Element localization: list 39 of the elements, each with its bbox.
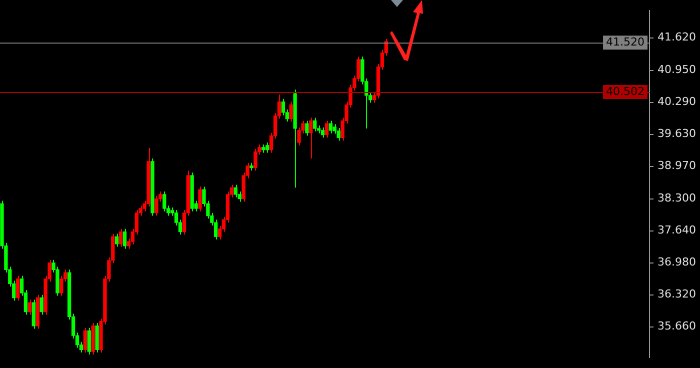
y-tick-label: 41.620	[658, 30, 696, 44]
y-tick-label: 38.970	[658, 159, 696, 172]
candlestick	[254, 148, 258, 172]
candlestick	[336, 127, 340, 142]
candlestick	[28, 299, 32, 316]
candlestick	[16, 275, 20, 302]
candlestick	[162, 191, 166, 212]
y-tick-label: 40.950	[658, 63, 696, 76]
candlestick	[281, 98, 285, 116]
y-tick-label: 36.320	[658, 288, 696, 301]
candlestick	[297, 126, 301, 146]
candlestick	[289, 101, 293, 122]
ref-line-label: 40.502	[606, 84, 645, 98]
candlestick	[332, 124, 336, 134]
candlestick	[115, 233, 119, 248]
ref-line-label: 41.520	[606, 35, 645, 48]
candlestick	[87, 327, 91, 355]
candlestick	[305, 120, 309, 136]
candlestick	[320, 126, 325, 138]
y-tick-label: 39.630	[658, 127, 696, 140]
candlestick	[122, 228, 127, 250]
y-tick-label: 38.300	[658, 192, 696, 205]
candlestick	[234, 184, 238, 198]
candlestick	[118, 228, 123, 248]
y-tick-label: 40.290	[658, 95, 696, 108]
candlestick	[198, 186, 202, 212]
candlestick	[60, 275, 64, 296]
candlestick	[324, 120, 329, 138]
candlestick	[313, 117, 317, 132]
candlestick	[309, 117, 313, 160]
candlestick	[154, 195, 158, 216]
candlestick	[266, 142, 270, 154]
candlestick	[40, 294, 44, 316]
y-tick-label: 35.660	[658, 320, 696, 333]
candlestick	[328, 120, 333, 134]
y-tick-label: 37.640	[658, 224, 696, 237]
y-tick-label: 36.980	[658, 256, 696, 269]
candlestick	[32, 299, 36, 330]
candlestick	[83, 327, 87, 354]
